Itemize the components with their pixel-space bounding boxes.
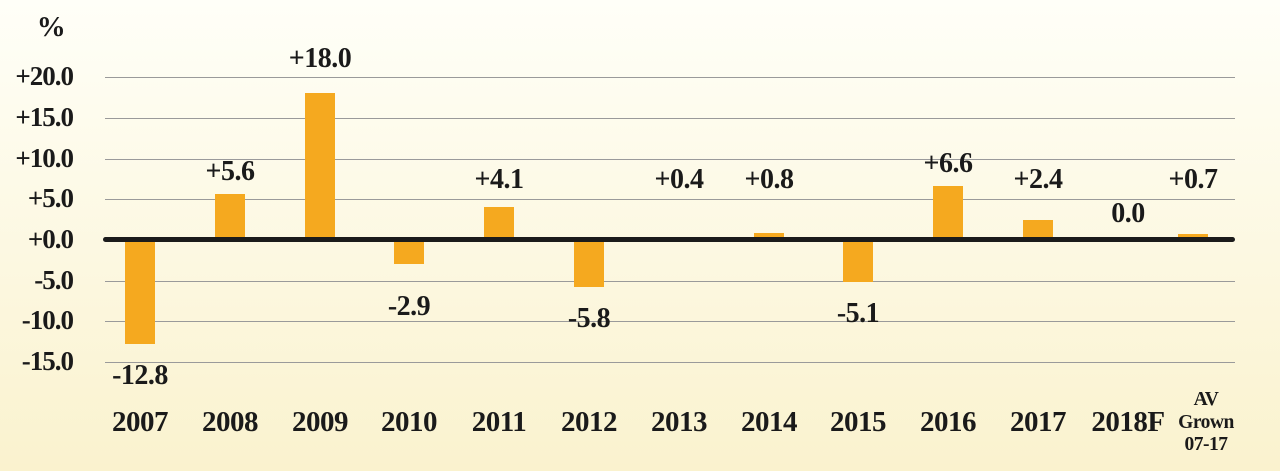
x-axis-label: AV Grown 07-17: [1136, 389, 1276, 457]
bar-value-label: +0.7: [1168, 164, 1218, 195]
x-axis-label: 2018F: [1058, 406, 1198, 439]
x-axis-label-line: 2017: [1010, 406, 1067, 438]
bar-value-label: +0.8: [744, 164, 794, 195]
x-axis-label: 2013: [609, 406, 749, 439]
bar-value-label: +2.4: [1013, 164, 1063, 195]
x-axis-label: 2007: [70, 406, 210, 439]
x-axis-label-line: 07-17: [1184, 434, 1229, 455]
y-tick-label: -5.0: [34, 265, 74, 295]
gridline: [105, 199, 1235, 200]
x-axis-label: 2012: [519, 406, 659, 439]
bar: [754, 233, 784, 240]
y-tick-label: +15.0: [15, 102, 74, 132]
y-axis-unit-label: %: [36, 11, 66, 43]
zero-axis-line: [103, 237, 1235, 242]
bar-value-label: +0.4: [654, 164, 704, 195]
y-tick-label: +5.0: [27, 183, 74, 213]
x-axis-label-line: 2014: [741, 406, 798, 438]
x-axis-label: 2017: [968, 406, 1108, 439]
x-axis-label-line: 2011: [471, 406, 527, 438]
bar: [933, 186, 963, 240]
bar-value-label: 0.0: [1111, 198, 1145, 229]
gridline: [105, 118, 1235, 119]
x-axis-label-line: 2012: [561, 406, 618, 438]
x-axis-label-line: 2018F: [1091, 406, 1165, 438]
gridline: [105, 362, 1235, 363]
bar-value-label: +4.1: [474, 164, 524, 195]
gridline: [105, 159, 1235, 160]
gridline: [105, 281, 1235, 282]
x-axis-label: 2010: [339, 406, 479, 439]
x-axis-label-line: 2007: [112, 406, 169, 438]
x-axis-label-line: AV: [1193, 389, 1219, 410]
bar: [574, 240, 604, 287]
x-axis-label-line: 2008: [202, 406, 259, 438]
x-axis-label: 2015: [788, 406, 928, 439]
gridline: [105, 321, 1235, 322]
bar-value-label: +18.0: [288, 43, 352, 74]
y-tick-label: -15.0: [21, 346, 74, 376]
x-axis-label: 2008: [160, 406, 300, 439]
x-axis-label-line: 2010: [381, 406, 438, 438]
y-tick-label: -10.0: [21, 305, 74, 335]
y-tick-label: +0.0: [27, 224, 74, 254]
bar: [125, 240, 155, 344]
bar-value-label: -5.1: [836, 298, 880, 329]
bar: [484, 207, 514, 240]
y-tick-label: +20.0: [15, 61, 74, 91]
x-axis-label-line: 2009: [292, 406, 349, 438]
gridline: [105, 77, 1235, 78]
x-axis-label-line: 2013: [651, 406, 708, 438]
bar-value-label: -5.8: [567, 303, 611, 334]
bar: [215, 194, 245, 240]
bar: [305, 93, 335, 240]
bar-value-label: -12.8: [112, 360, 168, 391]
y-tick-label: +10.0: [15, 143, 74, 173]
x-axis-label: 2014: [699, 406, 839, 439]
x-axis-label: 2009: [250, 406, 390, 439]
bar: [843, 240, 873, 282]
x-axis-label: 2011: [429, 406, 569, 439]
bar: [1023, 220, 1053, 240]
bar-value-label: +6.6: [923, 148, 973, 179]
bar: [394, 240, 424, 264]
x-axis-label-line: 2016: [920, 406, 977, 438]
bar-value-label: -2.9: [387, 291, 431, 322]
bar-value-label: +5.6: [205, 156, 255, 187]
x-axis-label: 2016: [878, 406, 1018, 439]
x-axis-label-line: Grown: [1178, 411, 1234, 433]
x-axis-label-line: 2015: [830, 406, 887, 438]
